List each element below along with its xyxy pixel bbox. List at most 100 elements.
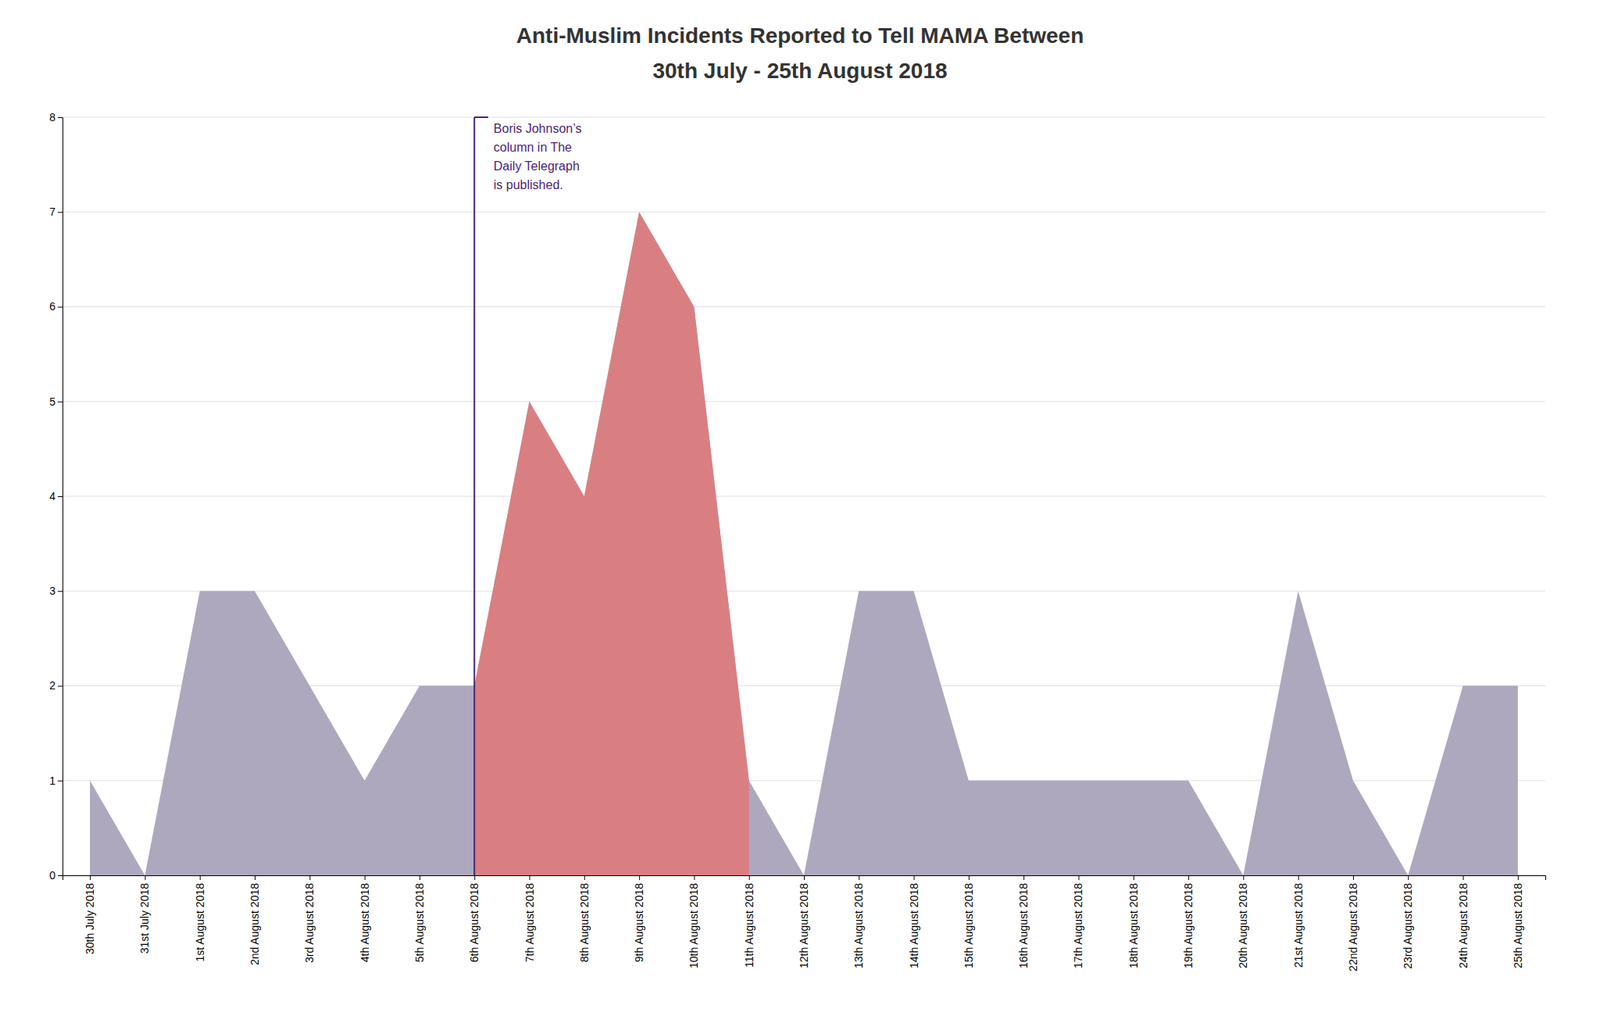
tick-label: 8 xyxy=(49,110,56,124)
tick-mark xyxy=(1188,875,1190,880)
tick-label: 22nd August 2018 xyxy=(1346,882,1360,972)
tick: 5 xyxy=(49,395,63,408)
tick-mark xyxy=(57,496,63,497)
axis-line xyxy=(63,875,1547,881)
tick-mark xyxy=(1298,875,1300,880)
grid-line xyxy=(62,400,1546,402)
tick-label: 1st August 2018 xyxy=(193,882,207,962)
tick-label: 25th August 2018 xyxy=(1511,882,1525,968)
tick-label: 0 xyxy=(49,868,56,882)
tick-label: 7 xyxy=(49,205,56,218)
tick-mark xyxy=(1517,875,1519,880)
tick: 25th August 2018 xyxy=(1511,875,1525,968)
tick-label: 10th August 2018 xyxy=(687,882,700,968)
tick-label: 11th August 2018 xyxy=(742,882,756,968)
tick-mark xyxy=(529,875,531,880)
tick: 8 xyxy=(49,110,63,124)
tick-label: 8th August 2018 xyxy=(578,882,591,962)
tick-label: 6th August 2018 xyxy=(467,882,481,962)
tick: 1 xyxy=(49,774,63,787)
tick-label: 7th August 2018 xyxy=(522,882,536,962)
tick: 9th August 2018 xyxy=(632,875,646,962)
tick-mark xyxy=(57,780,63,782)
tick-mark xyxy=(89,875,91,880)
tick: 17th August 2018 xyxy=(1071,875,1085,968)
tick-label: 4 xyxy=(49,489,56,503)
tick: 4th August 2018 xyxy=(358,875,372,962)
tick-label: 18th August 2018 xyxy=(1127,882,1140,968)
tick-mark xyxy=(57,211,63,213)
tick-label: 24th August 2018 xyxy=(1457,882,1470,968)
tick-mark xyxy=(693,875,695,880)
annotation-line xyxy=(473,117,475,875)
tick-mark xyxy=(1078,875,1079,880)
tick-mark xyxy=(419,875,421,880)
tick-label: 12th August 2018 xyxy=(797,882,811,968)
grid-line xyxy=(62,496,1546,497)
tick-mark xyxy=(309,875,311,880)
tick-mark xyxy=(639,875,640,880)
x-axis: 30th July 2018 31st July 2018 1st August 2… xyxy=(63,875,1547,972)
tick-mark xyxy=(749,875,750,880)
tick: 2 xyxy=(49,678,63,692)
tick: 6 xyxy=(49,300,63,313)
tick-label: 3 xyxy=(49,584,56,597)
tick-label: 21st August 2018 xyxy=(1292,882,1305,968)
tick-mark xyxy=(584,875,586,880)
tick: 12th August 2018 xyxy=(797,875,811,968)
tick: 7 xyxy=(49,205,63,218)
tick: 5th August 2018 xyxy=(413,875,426,962)
grid-line xyxy=(62,211,1546,213)
tick: 3rd August 2018 xyxy=(303,875,316,963)
tick: 14th August 2018 xyxy=(907,875,921,968)
tick-mark xyxy=(364,875,366,880)
tick-label: 3rd August 2018 xyxy=(303,882,316,963)
tick: 19th August 2018 xyxy=(1182,875,1195,968)
tick-mark xyxy=(803,875,805,880)
tick-mark xyxy=(144,875,146,880)
tick: 18th August 2018 xyxy=(1127,875,1140,968)
grid-line xyxy=(62,117,1546,118)
tick-mark xyxy=(1242,875,1244,880)
tick-mark xyxy=(57,685,63,687)
annotations: Boris Johnson’scolumn in TheDaily Telegr… xyxy=(474,117,582,875)
tick-label: 1 xyxy=(49,774,56,787)
tick-label: 5th August 2018 xyxy=(413,882,426,962)
subtitle: 30th July - 25th August 2018 xyxy=(652,58,947,83)
area xyxy=(89,211,1518,875)
tick: 21st August 2018 xyxy=(1292,875,1305,968)
tick: 13th August 2018 xyxy=(852,875,865,968)
chart: 0 1 2 3 4 5 6 7 8 30th July 2018 31st July 2018 1st… xyxy=(0,0,1600,1016)
tick-mark xyxy=(474,875,475,880)
tick-mark xyxy=(858,875,860,880)
tick: 3 xyxy=(49,584,63,597)
tick-mark xyxy=(57,307,63,308)
tick-label: 16th August 2018 xyxy=(1017,882,1030,968)
grid-line xyxy=(62,590,1546,592)
axis-line xyxy=(57,117,64,876)
tick: 2nd August 2018 xyxy=(248,875,261,965)
tick: 1st August 2018 xyxy=(193,875,207,961)
y-axis: 0 1 2 3 4 5 6 7 8 xyxy=(49,110,63,882)
tick: 15th August 2018 xyxy=(962,875,975,968)
tick-label: 2nd August 2018 xyxy=(248,882,261,965)
tick-label: 23rd August 2018 xyxy=(1401,882,1415,969)
tick-label: 30th July 2018 xyxy=(83,882,97,954)
tick-label: 5 xyxy=(49,395,56,408)
title: Anti-Muslim Incidents Reported to Tell M… xyxy=(516,23,1084,48)
tick: 20th August 2018 xyxy=(1236,875,1250,968)
tick: 0 xyxy=(49,868,63,882)
tick-label: 31st July 2018 xyxy=(138,882,151,954)
tick-label: 15th August 2018 xyxy=(962,882,975,968)
tick-mark xyxy=(57,117,63,118)
tick: 10th August 2018 xyxy=(687,875,700,968)
plot: 0 1 2 3 4 5 6 7 8 30th July 2018 31st July 2018 1st… xyxy=(49,110,1546,972)
tick-label: 20th August 2018 xyxy=(1236,882,1250,968)
tick: 6th August 2018 xyxy=(467,875,481,962)
tick-mark xyxy=(1353,875,1354,880)
tick-label: 2 xyxy=(49,678,56,692)
tick-mark xyxy=(57,590,63,592)
tick-mark xyxy=(1407,875,1409,880)
tick: 4 xyxy=(49,489,63,503)
tick-mark xyxy=(1463,875,1465,880)
